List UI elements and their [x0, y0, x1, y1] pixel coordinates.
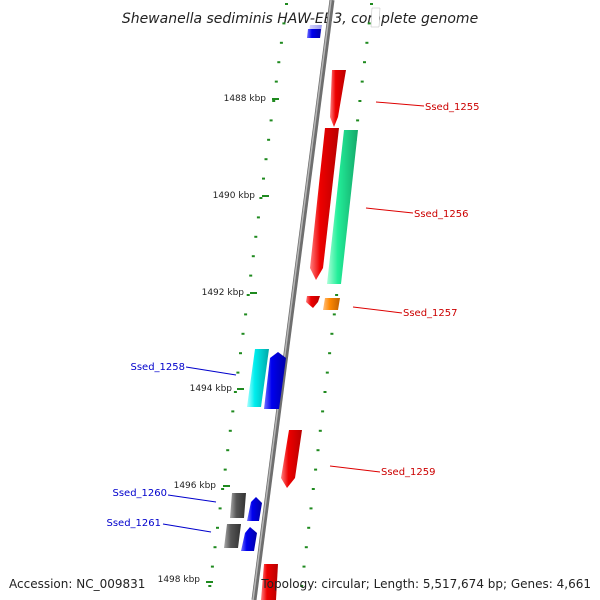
gene-ssed-1258-leader: [185, 366, 237, 376]
genome-backbone: [251, 0, 335, 600]
gene-partial-bottom[interactable]: [261, 564, 278, 600]
gene-ssed-1261-leader: [162, 523, 212, 533]
gene-ssed-1261[interactable]: Ssed_1261: [106, 518, 257, 551]
gene-ssed-1261-gray[interactable]: [224, 524, 241, 548]
gene-ssed-1260-leader: [167, 494, 217, 503]
tick-label: 1490 kbp: [213, 191, 256, 201]
gene-partial-top[interactable]: [307, 7, 381, 38]
gene-ssed-1261-label[interactable]: Ssed_1261: [106, 518, 161, 529]
map-title: Shewanella sediminis HAW-EB3, complete g…: [122, 11, 478, 27]
gene-aqua[interactable]: Ssed_1256: [327, 130, 469, 284]
tick-label: 1496 kbp: [174, 481, 217, 491]
gene-ssed-1256[interactable]: [310, 128, 339, 280]
topology-text: Topology: circular; Length: 5,517,674 bp…: [261, 577, 591, 591]
gene-ssed-1256-leader: [365, 207, 414, 214]
gene-ssed-1257-leader: [352, 306, 403, 314]
gene-ssed-1255[interactable]: Ssed_1255: [330, 70, 480, 127]
gene-ssed-1257-red[interactable]: [306, 296, 320, 308]
gene-partial-top-blue[interactable]: [307, 29, 321, 38]
gene-ssed-1258-label[interactable]: Ssed_1258: [130, 362, 185, 373]
gene-ssed-1257[interactable]: Ssed_1257: [306, 296, 458, 319]
gene-ssed-1260-label[interactable]: Ssed_1260: [112, 488, 167, 499]
gene-ssed-1258-cyan[interactable]: [247, 349, 269, 407]
tick-label: 1498 kbp: [158, 575, 201, 585]
gene-partial-top-white[interactable]: [370, 7, 381, 28]
position-ticks: 1488 kbp 1490 kbp 1492 kbp 1494 kbp 1496…: [158, 94, 279, 585]
gene-ssed-1261-blue[interactable]: [241, 527, 257, 551]
gene-partial-bottom-red[interactable]: [261, 564, 278, 600]
gene-ssed-1260-blue[interactable]: [247, 497, 262, 521]
gene-ssed-1260[interactable]: Ssed_1260: [112, 488, 262, 521]
gene-aqua-box[interactable]: [327, 130, 358, 284]
gene-ssed-1257-label[interactable]: Ssed_1257: [403, 308, 458, 319]
gene-ssed-1258-blue[interactable]: [264, 352, 286, 409]
gene-ssed-1255-label[interactable]: Ssed_1255: [425, 102, 480, 113]
gene-ssed-1258[interactable]: Ssed_1258: [130, 349, 286, 409]
gene-ssed-1256-arrow[interactable]: [310, 128, 339, 280]
accession-text: Accession: NC_009831: [9, 577, 146, 591]
gene-ssed-1260-gray[interactable]: [230, 493, 246, 518]
tick-label: 1494 kbp: [190, 384, 233, 394]
tick-label: 1488 kbp: [224, 94, 267, 104]
gene-ssed-1259-label[interactable]: Ssed_1259: [381, 467, 436, 478]
gene-ssed-1259-arrow[interactable]: [281, 430, 302, 488]
gene-ssed-1257-orange[interactable]: [323, 298, 340, 310]
gene-ssed-1255-arrow[interactable]: [330, 70, 346, 127]
backbone-ruler-inner: [208, 3, 288, 587]
gene-ssed-1259[interactable]: Ssed_1259: [281, 430, 436, 488]
gene-ssed-1255-leader: [375, 101, 425, 107]
tick-label: 1492 kbp: [202, 288, 245, 298]
gene-ssed-1259-leader: [329, 465, 381, 473]
gene-ssed-1256-label[interactable]: Ssed_1256: [414, 209, 469, 220]
